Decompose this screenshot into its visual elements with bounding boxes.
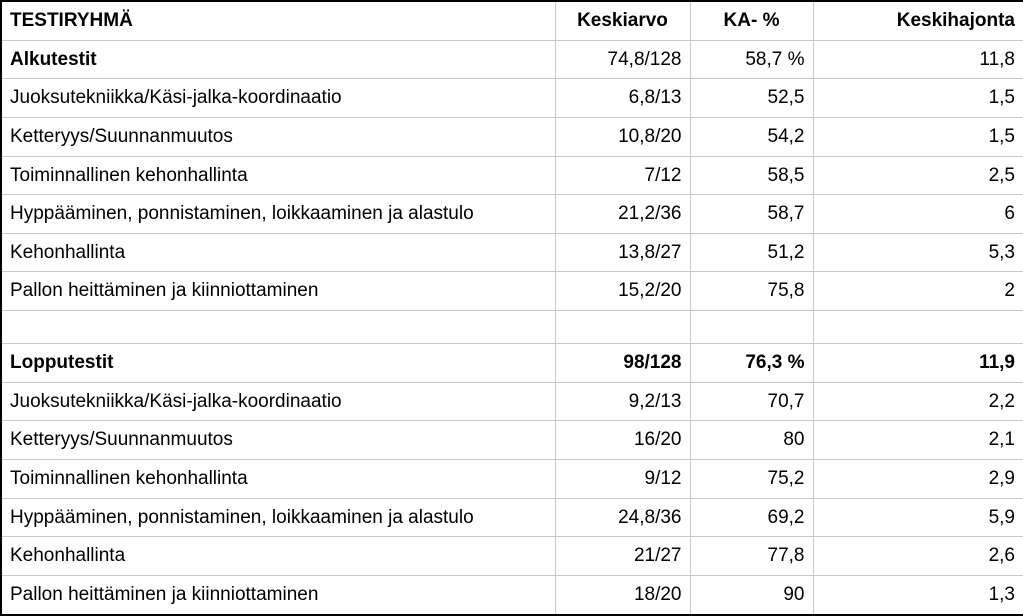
- section-name: Alkutestit: [1, 40, 555, 79]
- row-pct: 69,2: [690, 498, 813, 537]
- row-pct: 51,2: [690, 233, 813, 272]
- table-header-row: TESTIRYHMÄ Keskiarvo KA- % Keskihajonta: [1, 1, 1023, 40]
- row-avg: 10,8/20: [555, 117, 690, 156]
- table-row: Toiminnallinen kehonhallinta 9/12 75,2 2…: [1, 460, 1023, 499]
- row-name: Toiminnallinen kehonhallinta: [1, 156, 555, 195]
- spacer-cell: [690, 311, 813, 344]
- spacer-cell: [555, 311, 690, 344]
- row-name: Juoksutekniikka/Käsi-jalka-koordinaatio: [1, 382, 555, 421]
- row-name: Ketteryys/Suunnanmuutos: [1, 421, 555, 460]
- row-avg: 9/12: [555, 460, 690, 499]
- row-sd: 6: [813, 195, 1023, 234]
- row-pct: 70,7: [690, 382, 813, 421]
- row-pct: 90: [690, 575, 813, 614]
- row-pct: 58,7: [690, 195, 813, 234]
- row-sd: 2: [813, 272, 1023, 311]
- section-avg: 74,8/128: [555, 40, 690, 79]
- table-row: Kehonhallinta 21/27 77,8 2,6: [1, 537, 1023, 576]
- spacer-cell: [813, 311, 1023, 344]
- row-name: Kehonhallinta: [1, 537, 555, 576]
- row-sd: 2,6: [813, 537, 1023, 576]
- row-name: Hyppääminen, ponnistaminen, loikkaaminen…: [1, 195, 555, 234]
- row-sd: 1,3: [813, 575, 1023, 614]
- spacer-row: [1, 311, 1023, 344]
- results-table: TESTIRYHMÄ Keskiarvo KA- % Keskihajonta …: [0, 0, 1023, 616]
- table-row: Pallon heittäminen ja kiinniottaminen 15…: [1, 272, 1023, 311]
- row-pct: 54,2: [690, 117, 813, 156]
- table-row: Ketteryys/Suunnanmuutos 10,8/20 54,2 1,5: [1, 117, 1023, 156]
- section-pct: 58,7 %: [690, 40, 813, 79]
- row-name: Juoksutekniikka/Käsi-jalka-koordinaatio: [1, 79, 555, 118]
- table-row: Hyppääminen, ponnistaminen, loikkaaminen…: [1, 498, 1023, 537]
- row-sd: 5,3: [813, 233, 1023, 272]
- section-sd: 11,8: [813, 40, 1023, 79]
- row-name: Pallon heittäminen ja kiinniottaminen: [1, 575, 555, 614]
- row-sd: 2,9: [813, 460, 1023, 499]
- row-avg: 6,8/13: [555, 79, 690, 118]
- row-avg: 7/12: [555, 156, 690, 195]
- row-sd: 2,5: [813, 156, 1023, 195]
- row-avg: 21/27: [555, 537, 690, 576]
- row-avg: 15,2/20: [555, 272, 690, 311]
- col-header-sd: Keskihajonta: [813, 1, 1023, 40]
- row-pct: 58,5: [690, 156, 813, 195]
- col-header-avg: Keskiarvo: [555, 1, 690, 40]
- row-pct: 75,2: [690, 460, 813, 499]
- table-row: Toiminnallinen kehonhallinta 7/12 58,5 2…: [1, 156, 1023, 195]
- col-header-pct: KA- %: [690, 1, 813, 40]
- section-pct: 76,3 %: [690, 344, 813, 383]
- row-avg: 16/20: [555, 421, 690, 460]
- section-avg: 98/128: [555, 344, 690, 383]
- row-pct: 80: [690, 421, 813, 460]
- spacer-cell: [1, 311, 555, 344]
- table-row: Kehonhallinta 13,8/27 51,2 5,3: [1, 233, 1023, 272]
- section-sd: 11,9: [813, 344, 1023, 383]
- row-pct: 75,8: [690, 272, 813, 311]
- table-row: Juoksutekniikka/Käsi-jalka-koordinaatio …: [1, 79, 1023, 118]
- row-name: Hyppääminen, ponnistaminen, loikkaaminen…: [1, 498, 555, 537]
- section-header-row: Lopputestit 98/128 76,3 % 11,9: [1, 344, 1023, 383]
- row-avg: 9,2/13: [555, 382, 690, 421]
- row-sd: 1,5: [813, 79, 1023, 118]
- row-name: Toiminnallinen kehonhallinta: [1, 460, 555, 499]
- table-body: Alkutestit 74,8/128 58,7 % 11,8 Juoksute…: [1, 40, 1023, 614]
- row-sd: 5,9: [813, 498, 1023, 537]
- row-name: Kehonhallinta: [1, 233, 555, 272]
- col-header-name: TESTIRYHMÄ: [1, 1, 555, 40]
- row-sd: 1,5: [813, 117, 1023, 156]
- row-avg: 13,8/27: [555, 233, 690, 272]
- row-avg: 24,8/36: [555, 498, 690, 537]
- row-sd: 2,1: [813, 421, 1023, 460]
- section-header-row: Alkutestit 74,8/128 58,7 % 11,8: [1, 40, 1023, 79]
- section-name: Lopputestit: [1, 344, 555, 383]
- row-avg: 18/20: [555, 575, 690, 614]
- table-row: Hyppääminen, ponnistaminen, loikkaaminen…: [1, 195, 1023, 234]
- table-row: Pallon heittäminen ja kiinniottaminen 18…: [1, 575, 1023, 614]
- row-name: Pallon heittäminen ja kiinniottaminen: [1, 272, 555, 311]
- row-pct: 52,5: [690, 79, 813, 118]
- row-name: Ketteryys/Suunnanmuutos: [1, 117, 555, 156]
- row-avg: 21,2/36: [555, 195, 690, 234]
- table-row: Juoksutekniikka/Käsi-jalka-koordinaatio …: [1, 382, 1023, 421]
- row-pct: 77,8: [690, 537, 813, 576]
- table-row: Ketteryys/Suunnanmuutos 16/20 80 2,1: [1, 421, 1023, 460]
- row-sd: 2,2: [813, 382, 1023, 421]
